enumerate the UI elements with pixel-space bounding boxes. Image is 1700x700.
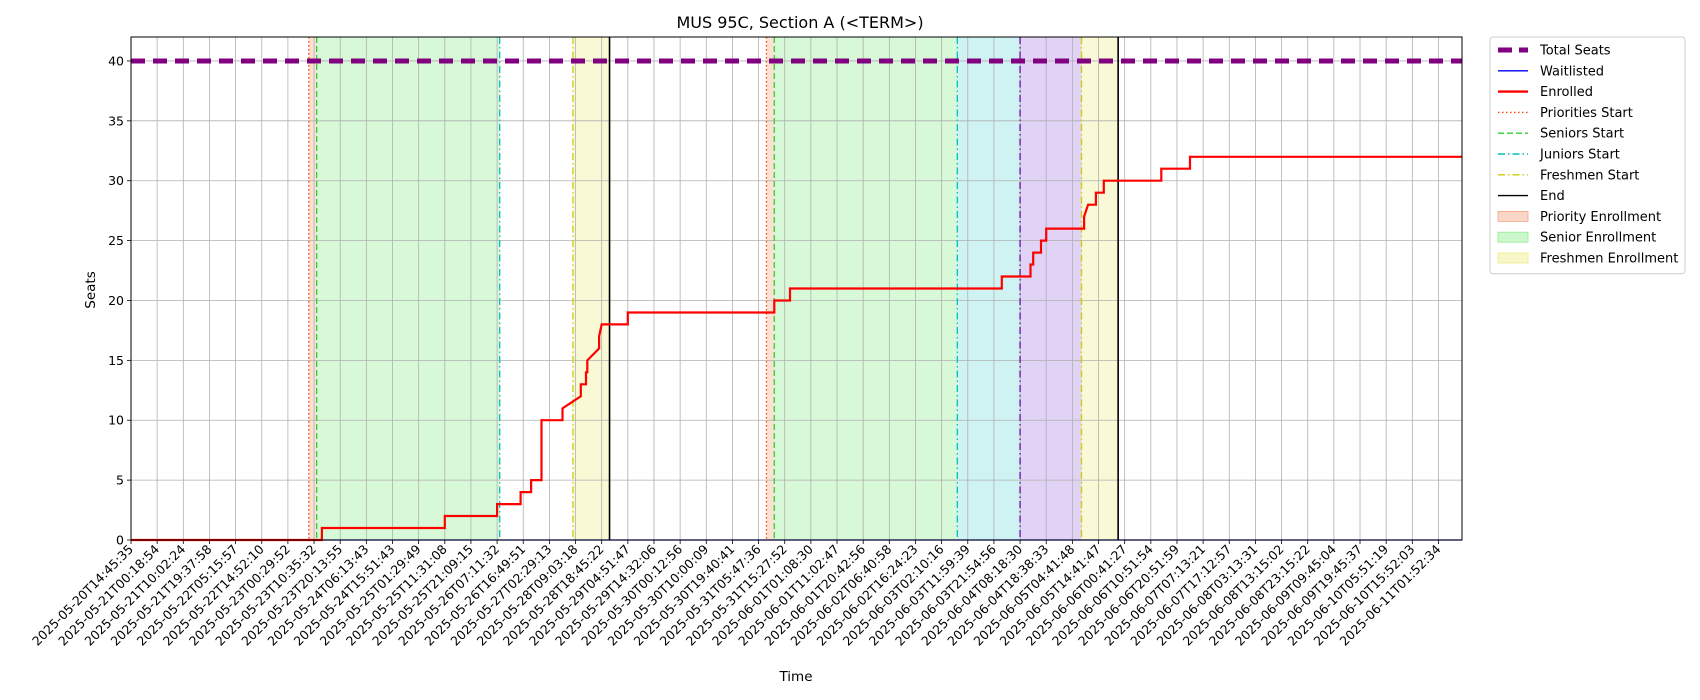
legend-end-label: End xyxy=(1540,189,1565,204)
y-tick-label: 20 xyxy=(108,293,124,308)
y-tick-label: 0 xyxy=(116,533,124,548)
legend-priorities-start-label: Priorities Start xyxy=(1540,106,1633,121)
y-tick-label: 35 xyxy=(108,113,124,128)
span-priority-enrollment xyxy=(308,37,317,540)
legend-freshmen-enrollment-label: Freshmen Enrollment xyxy=(1540,252,1678,267)
legend-waitlisted-label: Waitlisted xyxy=(1540,64,1604,79)
x-axis-ticks: 2025-05-20T14:45:352025-05-21T00:18:5420… xyxy=(29,540,1444,649)
span-priority-enrollment xyxy=(766,37,775,540)
legend-freshmen-enrollment-swatch xyxy=(1497,252,1529,264)
span-freshmen-enrollment xyxy=(572,37,610,540)
y-tick-label: 5 xyxy=(116,473,124,488)
span-freshmen-enrollment xyxy=(1081,37,1119,540)
legend-box xyxy=(1489,36,1686,275)
x-axis-title: Time xyxy=(778,669,812,685)
legend-total-seats-label: Total Seats xyxy=(1539,44,1611,59)
y-tick-label: 40 xyxy=(108,53,124,68)
axes-frame xyxy=(130,36,1463,541)
legend-enrolled-label: Enrolled xyxy=(1540,85,1593,100)
y-tick-label: 30 xyxy=(108,173,124,188)
y-tick-label: 15 xyxy=(108,353,124,368)
legend-priority-enrollment-swatch xyxy=(1497,210,1529,222)
legend-juniors-start-label: Juniors Start xyxy=(1539,148,1620,163)
plot-frame xyxy=(130,36,1463,541)
y-tick-label: 25 xyxy=(108,233,124,248)
legend-priority-enrollment-label: Priority Enrollment xyxy=(1540,210,1661,225)
legend: Total Seats Waitlisted Enrolled Priorities … xyxy=(1489,36,1686,275)
y-axis-ticks: 0 5 10 15 20 25 30 35 40 xyxy=(108,53,131,548)
span-senior-enrollment xyxy=(316,37,500,540)
legend-seniors-start-label: Seniors Start xyxy=(1540,127,1624,142)
series-enrolled xyxy=(131,155,1462,542)
grid xyxy=(130,37,1462,541)
y-axis-title: Seats xyxy=(83,271,99,308)
legend-freshmen-start-label: Freshmen Start xyxy=(1540,168,1639,183)
legend-senior-enrollment-label: Senior Enrollment xyxy=(1540,231,1656,246)
y-tick-label: 10 xyxy=(108,413,124,428)
legend-senior-enrollment-swatch xyxy=(1497,231,1529,243)
chart-title: MUS 95C, Section A (<TERM>) xyxy=(676,13,923,32)
